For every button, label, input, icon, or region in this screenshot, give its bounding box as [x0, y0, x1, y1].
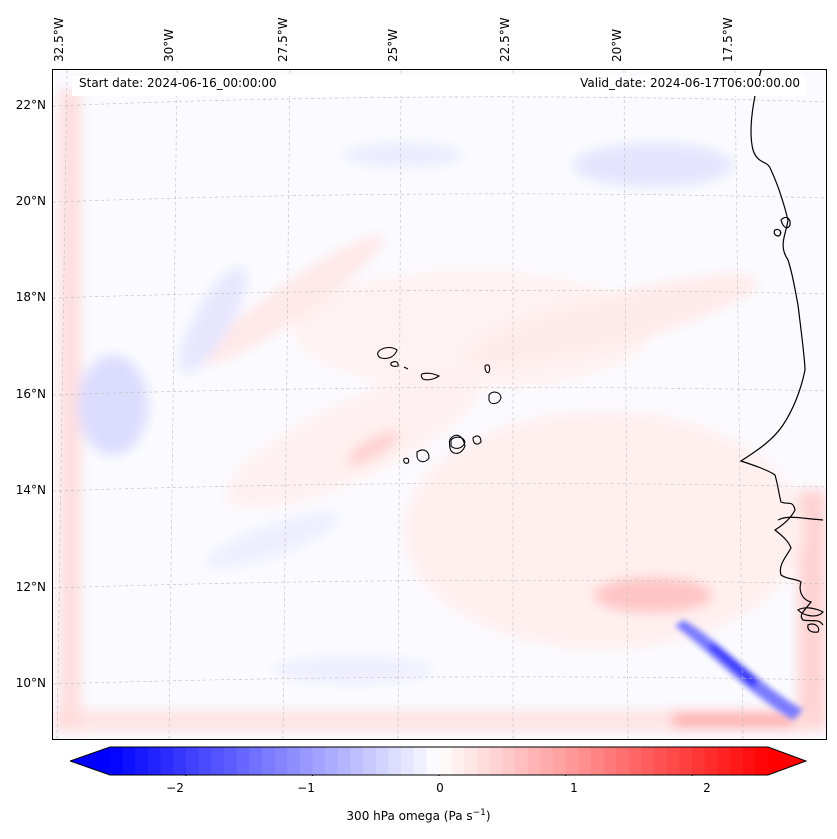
lat-label-22n: 22°N: [15, 98, 46, 112]
colorbar: [70, 746, 808, 776]
colorbar-segment: [552, 747, 567, 775]
graticule: [53, 70, 826, 739]
colorbar-extend-min: [70, 747, 110, 775]
lon-label-25w: 25°W: [386, 28, 400, 62]
colorbar-segment: [692, 747, 706, 775]
lat-label-12n: 12°N: [15, 580, 46, 594]
cape-verde-islands: [377, 346, 502, 464]
colorbar-segment: [730, 747, 744, 775]
colorbar-tickmarks: [185, 775, 693, 776]
colorbar-segment: [312, 747, 326, 775]
colorbar-segment: [514, 747, 529, 775]
lon-label-22-5w: 22.5°W: [498, 17, 512, 62]
colorbar-segment: [565, 747, 579, 775]
colorbar-segment: [173, 747, 187, 775]
colorbar-segment: [578, 747, 592, 775]
lon-label-20w: 20°W: [610, 28, 624, 62]
colorbar-segment: [211, 747, 225, 775]
colorbar-segment: [388, 747, 402, 775]
colorbar-label-suffix: ): [485, 809, 491, 823]
lat-label-14n: 14°N: [15, 483, 46, 497]
colorbar-segment: [628, 747, 643, 775]
colorbar-extend-max: [768, 747, 806, 775]
colorbar-segment: [401, 747, 415, 775]
omega-minimum-streak: [675, 620, 803, 720]
colorbar-segment: [147, 747, 162, 775]
colorbar-segment: [502, 747, 516, 775]
lon-label-27-5w: 27.5°W: [276, 17, 290, 62]
colorbar-segment: [287, 747, 301, 775]
colorbar-segment: [274, 747, 288, 775]
lat-label-20n: 20°N: [15, 194, 46, 208]
colorbar-segment: [616, 747, 630, 775]
date-info-bar: [72, 76, 806, 96]
colorbar-segment: [375, 747, 389, 775]
colorbar-label-prefix: 300 hPa omega (Pa s: [346, 809, 473, 823]
map-panel[interactable]: [52, 69, 827, 740]
colorbar-segment: [198, 747, 212, 775]
colorbar-segment: [110, 747, 124, 775]
colorbar-segment: [413, 747, 427, 775]
colorbar-tick-label: −1: [297, 781, 315, 795]
colorbar-segment: [476, 747, 491, 775]
colorbar-segment: [603, 747, 617, 775]
colorbar-segment: [261, 747, 276, 775]
valid-date-label: Valid_date: 2024-06-17T06:00:00.00: [580, 76, 800, 90]
omega-field-map: [53, 70, 826, 739]
colorbar-segment: [160, 747, 174, 775]
colorbar-segment: [299, 747, 314, 775]
lat-label-10n: 10°N: [15, 676, 46, 690]
colorbar-segment: [464, 747, 478, 775]
lon-label-17-5w: 17.5°W: [721, 17, 735, 62]
colorbar-segment: [135, 747, 149, 775]
lat-label-18n: 18°N: [15, 290, 46, 304]
colorbar-label-exponent: −1: [472, 808, 486, 818]
lon-label-30w: 30°W: [162, 28, 176, 62]
colorbar-segments: [70, 747, 806, 775]
colorbar-segment: [679, 747, 693, 775]
lon-label-32-5w: 32.5°W: [52, 17, 66, 62]
colorbar-segment: [590, 747, 605, 775]
colorbar-segment: [451, 747, 465, 775]
colorbar-segment: [654, 747, 668, 775]
colorbar-segment: [489, 747, 503, 775]
colorbar-segment: [249, 747, 263, 775]
colorbar-tick-label: 1: [570, 781, 578, 795]
colorbar-segment: [122, 747, 136, 775]
colorbar-segment: [236, 747, 250, 775]
colorbar-segment: [641, 747, 655, 775]
colorbar-tick-label: 0: [436, 781, 444, 795]
colorbar-label: 300 hPa omega (Pa s−1): [0, 808, 837, 823]
colorbar-segment: [337, 747, 352, 775]
colorbar-tick-label: 2: [703, 781, 711, 795]
colorbar-segment: [742, 747, 756, 775]
colorbar-segment: [755, 747, 769, 775]
colorbar-segment: [717, 747, 731, 775]
colorbar-tick-label: −2: [166, 781, 184, 795]
start-date-label: Start date: 2024-06-16_00:00:00: [79, 76, 277, 90]
colorbar-segment: [704, 747, 718, 775]
coastline: [739, 70, 824, 633]
omega-shading: [53, 90, 826, 732]
colorbar-segment: [527, 747, 541, 775]
colorbar-segment: [363, 747, 377, 775]
colorbar-segment: [223, 747, 238, 775]
colorbar-segment: [350, 747, 364, 775]
colorbar-segment: [666, 747, 681, 775]
colorbar-segment: [540, 747, 554, 775]
lat-label-16n: 16°N: [15, 387, 46, 401]
colorbar-segment: [426, 747, 440, 775]
colorbar-segment: [185, 747, 200, 775]
colorbar-segment: [325, 747, 339, 775]
colorbar-segment: [439, 747, 453, 775]
